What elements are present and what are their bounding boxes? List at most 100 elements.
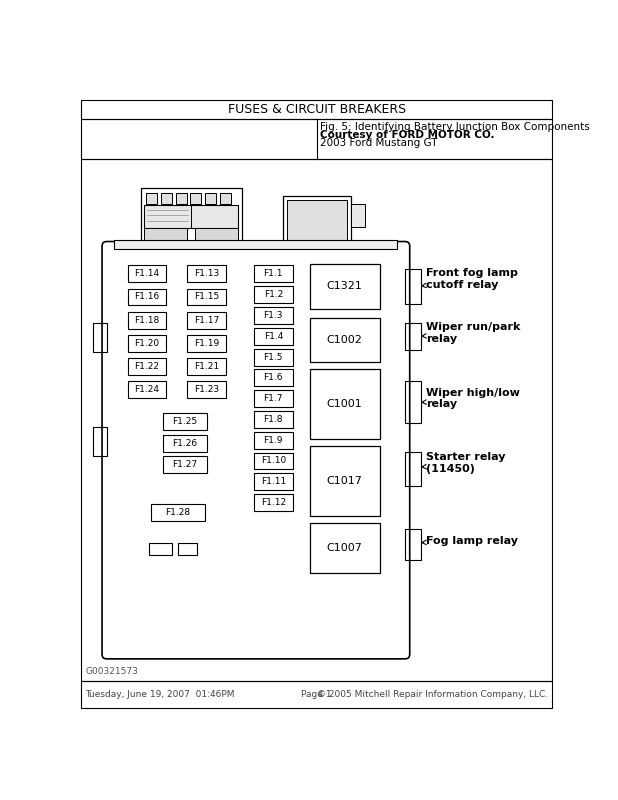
Text: 2003 Ford Mustang GT: 2003 Ford Mustang GT <box>320 138 438 147</box>
Text: C1002: C1002 <box>327 335 363 345</box>
Text: Starter relay
(11450): Starter relay (11450) <box>422 453 506 474</box>
Text: C1321: C1321 <box>327 281 363 291</box>
Bar <box>254 474 293 490</box>
Bar <box>163 414 208 430</box>
Text: C1007: C1007 <box>327 543 363 554</box>
Text: Tuesday, June 19, 2007  01:46PM: Tuesday, June 19, 2007 01:46PM <box>85 690 234 699</box>
Bar <box>128 266 166 282</box>
Text: F1.9: F1.9 <box>263 436 283 445</box>
Bar <box>254 411 293 428</box>
Bar <box>310 523 379 574</box>
Bar <box>161 193 172 204</box>
Text: Wiper run/park
relay: Wiper run/park relay <box>422 322 520 344</box>
Bar <box>405 529 421 559</box>
Text: F1.22: F1.22 <box>135 362 159 370</box>
Bar <box>187 312 226 329</box>
Text: F1.7: F1.7 <box>263 394 283 403</box>
Bar <box>310 446 379 516</box>
Text: F1.4: F1.4 <box>264 332 283 341</box>
Bar <box>254 307 293 324</box>
Bar <box>254 266 293 282</box>
Bar <box>254 494 293 511</box>
Text: F1.24: F1.24 <box>135 385 159 394</box>
Text: F1.23: F1.23 <box>194 385 219 394</box>
Bar <box>146 193 157 204</box>
Bar <box>405 452 421 486</box>
Bar <box>176 193 187 204</box>
Text: F1.12: F1.12 <box>261 498 286 507</box>
Text: F1.11: F1.11 <box>261 478 286 486</box>
Text: G00321573: G00321573 <box>85 667 138 676</box>
Bar <box>114 240 397 250</box>
Bar <box>195 229 239 246</box>
Text: F1.26: F1.26 <box>172 438 198 448</box>
Text: © 2005 Mitchell Repair Information Company, LLC.: © 2005 Mitchell Repair Information Compa… <box>317 690 548 699</box>
Bar <box>282 196 351 249</box>
Text: F1.10: F1.10 <box>261 457 286 466</box>
Bar <box>148 542 172 555</box>
Bar <box>254 349 293 366</box>
Bar <box>310 318 379 362</box>
Text: F1.6: F1.6 <box>263 374 283 382</box>
Bar <box>151 504 205 521</box>
Text: FUSES & CIRCUIT BREAKERS: FUSES & CIRCUIT BREAKERS <box>227 103 406 116</box>
FancyBboxPatch shape <box>102 242 410 659</box>
Bar <box>187 358 226 374</box>
Bar <box>93 427 107 456</box>
Bar <box>287 200 347 242</box>
Bar <box>128 312 166 329</box>
Bar <box>187 334 226 352</box>
Bar <box>351 204 365 227</box>
Bar <box>144 229 187 246</box>
Bar <box>144 206 239 229</box>
Bar <box>128 289 166 306</box>
Bar <box>190 193 201 204</box>
Text: F1.2: F1.2 <box>264 290 283 299</box>
Bar <box>163 456 208 474</box>
Bar <box>163 435 208 452</box>
Text: F1.15: F1.15 <box>194 293 219 302</box>
Text: F1.28: F1.28 <box>166 508 190 517</box>
Text: C1017: C1017 <box>327 476 363 486</box>
Text: F1.16: F1.16 <box>134 293 159 302</box>
Bar <box>254 453 293 470</box>
Text: F1.20: F1.20 <box>135 338 159 348</box>
Bar <box>141 188 242 249</box>
Text: Courtesy of FORD MOTOR CO.: Courtesy of FORD MOTOR CO. <box>320 130 494 140</box>
Bar <box>310 370 379 438</box>
Text: C1001: C1001 <box>327 399 363 409</box>
Bar <box>254 432 293 449</box>
Bar <box>178 542 197 555</box>
Text: F1.1: F1.1 <box>263 270 283 278</box>
Bar <box>128 381 166 398</box>
Bar <box>81 100 552 119</box>
Bar <box>128 358 166 374</box>
Text: F1.21: F1.21 <box>194 362 219 370</box>
Bar <box>405 323 421 350</box>
Bar <box>187 289 226 306</box>
Text: Fig. 5: Identifying Battery Junction Box Components: Fig. 5: Identifying Battery Junction Box… <box>320 122 590 132</box>
Bar <box>93 323 107 353</box>
Bar <box>254 328 293 345</box>
Bar <box>128 334 166 352</box>
Text: Wiper high/low
relay: Wiper high/low relay <box>422 388 520 410</box>
Bar <box>254 370 293 386</box>
Text: F1.27: F1.27 <box>172 460 198 470</box>
Text: F1.3: F1.3 <box>263 311 283 320</box>
Bar <box>81 119 552 159</box>
Bar <box>187 381 226 398</box>
Text: Fog lamp relay: Fog lamp relay <box>422 536 518 546</box>
Bar <box>405 270 421 304</box>
Text: F1.17: F1.17 <box>194 315 219 325</box>
Text: F1.8: F1.8 <box>263 415 283 424</box>
Bar <box>220 193 231 204</box>
Bar <box>310 264 379 309</box>
Bar <box>81 159 552 682</box>
Bar <box>205 193 216 204</box>
Bar <box>81 682 552 708</box>
Text: F1.19: F1.19 <box>194 338 219 348</box>
Text: F1.18: F1.18 <box>134 315 159 325</box>
Text: Page 1: Page 1 <box>302 690 332 699</box>
Text: F1.25: F1.25 <box>172 418 198 426</box>
Text: F1.14: F1.14 <box>135 270 159 278</box>
